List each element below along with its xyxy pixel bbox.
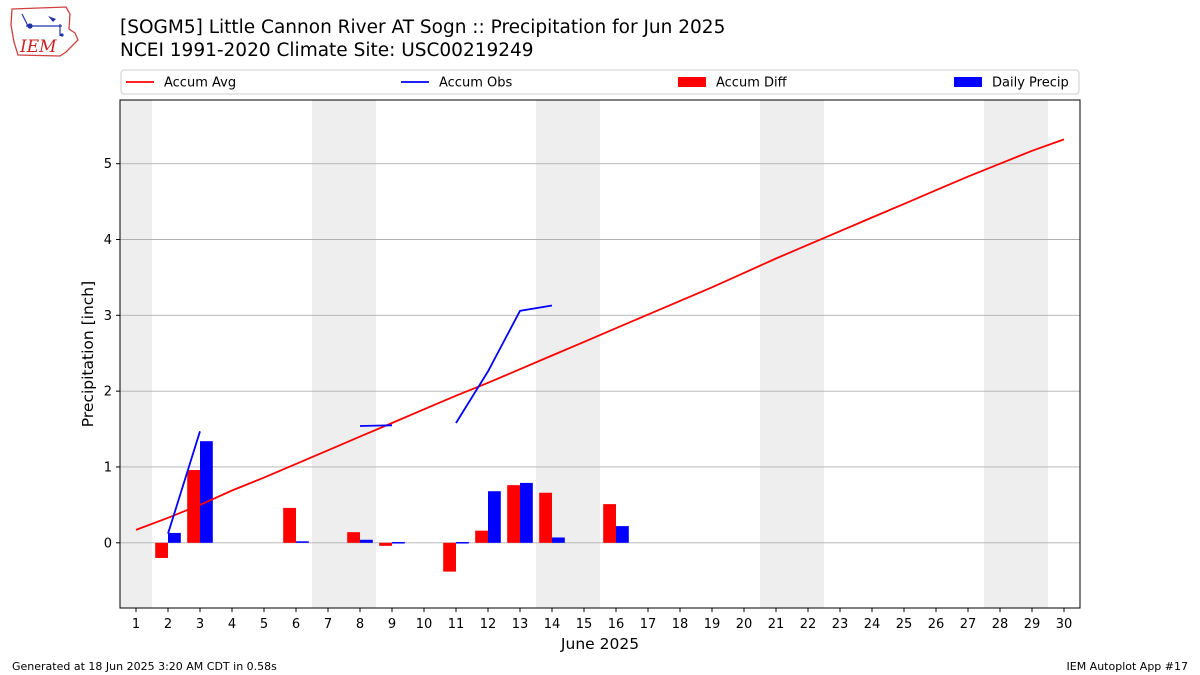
- weekend-band: [1016, 100, 1048, 608]
- bar-series: [155, 441, 629, 572]
- x-tick-label: 20: [736, 617, 753, 632]
- x-tick-label: 23: [832, 617, 849, 632]
- y-axis-label: Precipitation [inch]: [79, 281, 97, 427]
- accum-obs-line: [359, 424, 393, 427]
- x-tick-label: 1: [132, 617, 140, 632]
- y-gridlines: [120, 163, 1080, 544]
- accum-diff-bar: [379, 542, 392, 546]
- x-tick-label: 5: [260, 617, 268, 632]
- x-tick-label: 11: [448, 617, 465, 632]
- y-tick-label: 5: [104, 157, 112, 172]
- accum-diff-bar: [443, 542, 456, 572]
- weekend-bands: [120, 100, 1048, 608]
- x-tick-label: 13: [512, 617, 529, 632]
- chart-title: [SOGM5] Little Cannon River AT Sogn :: P…: [120, 17, 726, 38]
- x-tick-label: 14: [544, 617, 561, 632]
- x-tick-label: 29: [1024, 617, 1041, 632]
- x-tick-label: 15: [576, 617, 593, 632]
- legend-label: Daily Precip: [992, 76, 1069, 91]
- x-tick-label: 6: [292, 617, 300, 632]
- legend-label: Accum Avg: [164, 76, 236, 91]
- legend-label: Accum Obs: [439, 76, 512, 91]
- x-tick-label: 21: [768, 617, 785, 632]
- daily-precip-bar: [168, 532, 181, 543]
- accum-diff-bar: [187, 470, 200, 543]
- accum-diff-bar: [539, 492, 552, 543]
- iem-logo: IEM: [10, 6, 79, 57]
- legend-swatch-bar: [678, 77, 706, 87]
- accum-diff-bar: [347, 532, 360, 543]
- x-tick-label: 8: [356, 617, 364, 632]
- y-tick-label: 4: [104, 233, 112, 248]
- x-tick-label: 19: [704, 617, 721, 632]
- x-tick-label: 28: [992, 617, 1009, 632]
- x-tick-label: 22: [800, 617, 817, 632]
- x-tick-label: 24: [864, 617, 881, 632]
- x-axis-label: June 2025: [560, 635, 639, 653]
- weekend-band: [120, 100, 152, 608]
- x-tick-label: 27: [960, 617, 977, 632]
- daily-precip-bar: [520, 482, 533, 543]
- app-credit: IEM Autoplot App #17: [1066, 660, 1189, 673]
- weekend-band: [568, 100, 600, 608]
- daily-precip-bar: [296, 541, 309, 543]
- daily-precip-bar: [488, 491, 501, 543]
- plot-frame: [119, 99, 1081, 609]
- accum-diff-bar: [283, 507, 296, 543]
- chart-subtitle: NCEI 1991-2020 Climate Site: USC00219249: [120, 40, 534, 61]
- legend-swatch-bar: [954, 77, 982, 87]
- daily-precip-bar: [392, 542, 405, 544]
- x-tick-label: 25: [896, 617, 913, 632]
- x-axis: 1 2 3 4 5 6 7 8 9 10 11 12 13 14 15 16 17 18 19 20 21 22 23 24 2…: [132, 608, 1072, 632]
- svg-text:IEM: IEM: [19, 37, 57, 57]
- daily-precip-bar: [200, 441, 213, 543]
- weekend-band: [792, 100, 824, 608]
- accum-obs-line: [167, 431, 201, 534]
- accum-diff-bar: [603, 504, 616, 543]
- x-tick-label: 16: [608, 617, 625, 632]
- weekend-band: [760, 100, 792, 608]
- accum-diff-bar: [475, 530, 488, 543]
- legend-box: [120, 69, 1080, 95]
- legend-label: Accum Diff: [716, 76, 788, 91]
- daily-precip-bar: [552, 537, 565, 543]
- daily-precip-bar: [360, 539, 373, 543]
- x-tick-label: 7: [324, 617, 332, 632]
- weekend-band: [984, 100, 1016, 608]
- x-tick-label: 26: [928, 617, 945, 632]
- y-tick-label: 2: [104, 385, 112, 400]
- y-axis: 0 1 2 3 4 5: [104, 157, 120, 551]
- x-tick-label: 9: [388, 617, 396, 632]
- x-tick-label: 2: [164, 617, 172, 632]
- accum-diff-bar: [507, 485, 520, 543]
- y-tick-label: 3: [104, 309, 112, 324]
- weekend-band: [344, 100, 376, 608]
- y-tick-label: 0: [104, 536, 112, 551]
- accum-diff-bar: [155, 542, 168, 558]
- x-tick-label: 17: [640, 617, 657, 632]
- line-series: [135, 138, 1065, 534]
- daily-precip-bar: [616, 526, 629, 543]
- daily-precip-bar: [456, 542, 469, 544]
- x-tick-label: 3: [196, 617, 204, 632]
- x-tick-label: 18: [672, 617, 689, 632]
- y-tick-label: 1: [104, 460, 112, 475]
- weekend-band: [312, 100, 344, 608]
- x-tick-label: 4: [228, 617, 236, 632]
- accum-avg-line: [135, 138, 1065, 531]
- generated-timestamp: Generated at 18 Jun 2025 3:20 AM CDT in …: [12, 660, 277, 673]
- accum-obs-line: [455, 304, 553, 424]
- x-tick-label: 30: [1056, 617, 1073, 632]
- x-tick-label: 12: [480, 617, 497, 632]
- x-tick-label: 10: [416, 617, 433, 632]
- legend: Accum Avg Accum Obs Accum Diff Daily Precip: [120, 69, 1080, 95]
